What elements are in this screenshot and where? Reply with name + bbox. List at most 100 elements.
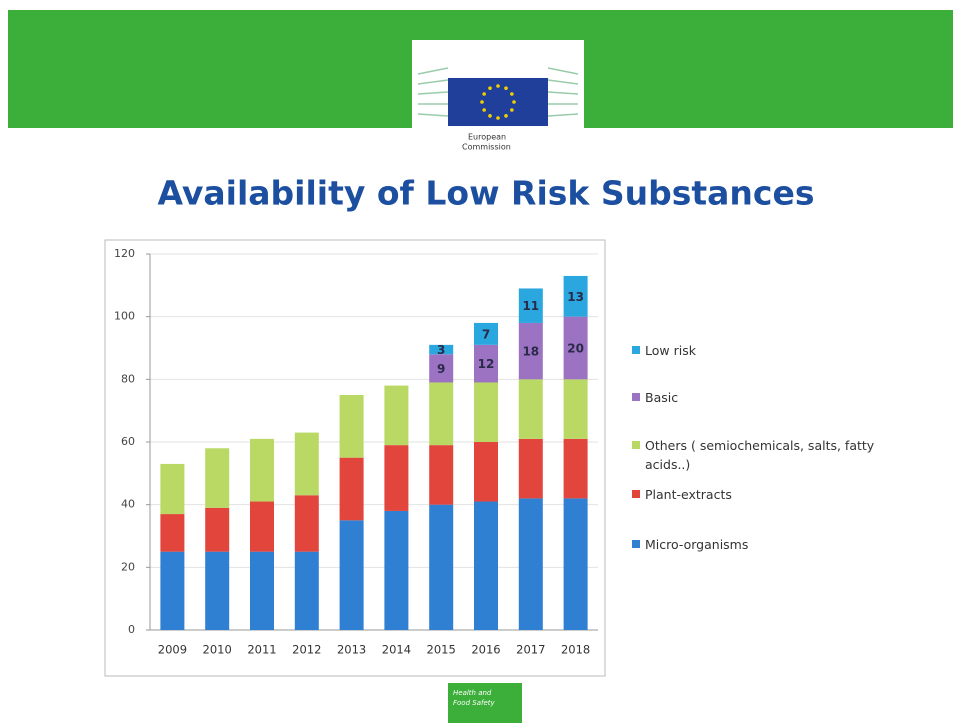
bar-segment xyxy=(563,275,588,317)
data-label: 13 xyxy=(567,290,584,304)
legend-entry: Low risk xyxy=(632,341,875,360)
star xyxy=(510,92,514,96)
bar-segment xyxy=(384,445,409,511)
bar-segment xyxy=(160,551,185,630)
data-label: 3 xyxy=(437,343,445,357)
y-tick-label: 120 xyxy=(114,247,135,260)
star xyxy=(480,100,484,104)
x-tick-label: 2016 xyxy=(471,643,500,657)
bar-segment xyxy=(474,322,498,345)
bar-segment xyxy=(474,382,498,442)
bar-segment xyxy=(518,498,543,630)
bar-segment xyxy=(294,551,319,630)
bar-segment xyxy=(339,395,364,458)
bar-segment xyxy=(339,520,364,630)
star xyxy=(496,84,500,88)
bar-segment xyxy=(429,382,454,446)
bar-segment xyxy=(250,438,274,502)
legend-entry: Micro-organisms xyxy=(632,535,875,554)
data-label: 7 xyxy=(482,327,490,341)
star xyxy=(504,86,508,90)
star xyxy=(512,100,516,104)
bar-segment xyxy=(384,385,409,446)
bar-segment xyxy=(518,288,543,323)
x-tick-label: 2014 xyxy=(382,643,411,657)
bar-segment xyxy=(563,498,588,630)
y-tick-label: 0 xyxy=(128,623,135,636)
star xyxy=(482,108,486,112)
footer-text: Food Safety xyxy=(453,699,496,707)
legend-entry: Plant-extracts xyxy=(632,485,875,504)
bar-segment xyxy=(250,551,274,630)
data-label: 20 xyxy=(567,342,584,356)
star xyxy=(510,108,514,112)
bar-segment xyxy=(518,379,543,439)
bar-segment xyxy=(339,457,364,521)
bar-segment xyxy=(160,463,185,515)
data-label: 11 xyxy=(522,299,539,313)
legend-entry: Basic xyxy=(632,388,875,407)
x-tick-label: 2013 xyxy=(337,643,366,657)
legend-swatch xyxy=(632,441,640,449)
legend-swatch xyxy=(632,393,640,401)
bar-segment xyxy=(429,344,454,355)
x-tick-label: 2017 xyxy=(516,643,545,657)
bar-segment xyxy=(563,379,588,439)
y-tick-label: 60 xyxy=(121,435,135,448)
y-tick-label: 20 xyxy=(121,560,135,573)
y-tick-label: 40 xyxy=(121,498,135,511)
x-tick-label: 2010 xyxy=(203,643,232,657)
star xyxy=(504,114,508,118)
x-tick-label: 2011 xyxy=(247,643,276,657)
chart-title: Availability of Low Risk Substances xyxy=(157,174,814,213)
bar-segment xyxy=(474,344,498,383)
legend-entry: Others ( semiochemicals, salts, fatty ac… xyxy=(632,436,875,474)
bar-segment xyxy=(429,445,454,505)
legend-label: Micro-organisms xyxy=(645,537,749,552)
y-tick-label: 80 xyxy=(121,372,135,385)
star xyxy=(488,114,492,118)
bar-segment xyxy=(563,316,588,380)
footer-text: Health and xyxy=(453,689,492,697)
bar-segment xyxy=(474,501,498,630)
x-tick-label: 2015 xyxy=(427,643,456,657)
eu-stars xyxy=(480,84,516,120)
bar-segment xyxy=(205,507,230,552)
bar-segment xyxy=(429,354,454,383)
legend-label: Plant-extracts xyxy=(645,487,732,502)
data-label: 9 xyxy=(437,362,445,376)
bar-segment xyxy=(205,448,230,508)
x-tick-label: 2018 xyxy=(561,643,590,657)
bar-segment xyxy=(474,442,498,502)
legend-swatch xyxy=(632,490,640,498)
y-tick-label: 100 xyxy=(114,310,135,323)
bar-segment xyxy=(429,504,454,630)
bar-segment xyxy=(518,322,543,380)
logo-lines xyxy=(417,67,579,117)
bar-segment xyxy=(518,438,543,499)
x-tick-label: 2009 xyxy=(158,643,187,657)
x-tick-label: 2012 xyxy=(292,643,321,657)
bar-segment xyxy=(160,514,185,552)
bar-segment xyxy=(384,510,409,630)
legend-label: Low risk xyxy=(645,343,696,358)
bar-segment xyxy=(205,551,230,630)
footer-logo xyxy=(448,683,522,723)
star xyxy=(488,86,492,90)
bar-segment xyxy=(294,432,319,496)
logo-text: European xyxy=(468,133,506,142)
logo-text: Commission xyxy=(462,143,511,152)
legend-label: Others ( semiochemicals, salts, fatty ac… xyxy=(645,438,875,472)
bar-segment xyxy=(563,438,588,499)
bar-segment xyxy=(250,501,274,552)
data-label: 12 xyxy=(478,357,495,371)
legend-label: Basic xyxy=(645,390,679,405)
legend-swatch xyxy=(632,346,640,354)
data-label: 18 xyxy=(522,345,539,359)
bar-segment xyxy=(294,495,319,552)
legend-swatch xyxy=(632,540,640,548)
star xyxy=(496,116,500,120)
star xyxy=(482,92,486,96)
